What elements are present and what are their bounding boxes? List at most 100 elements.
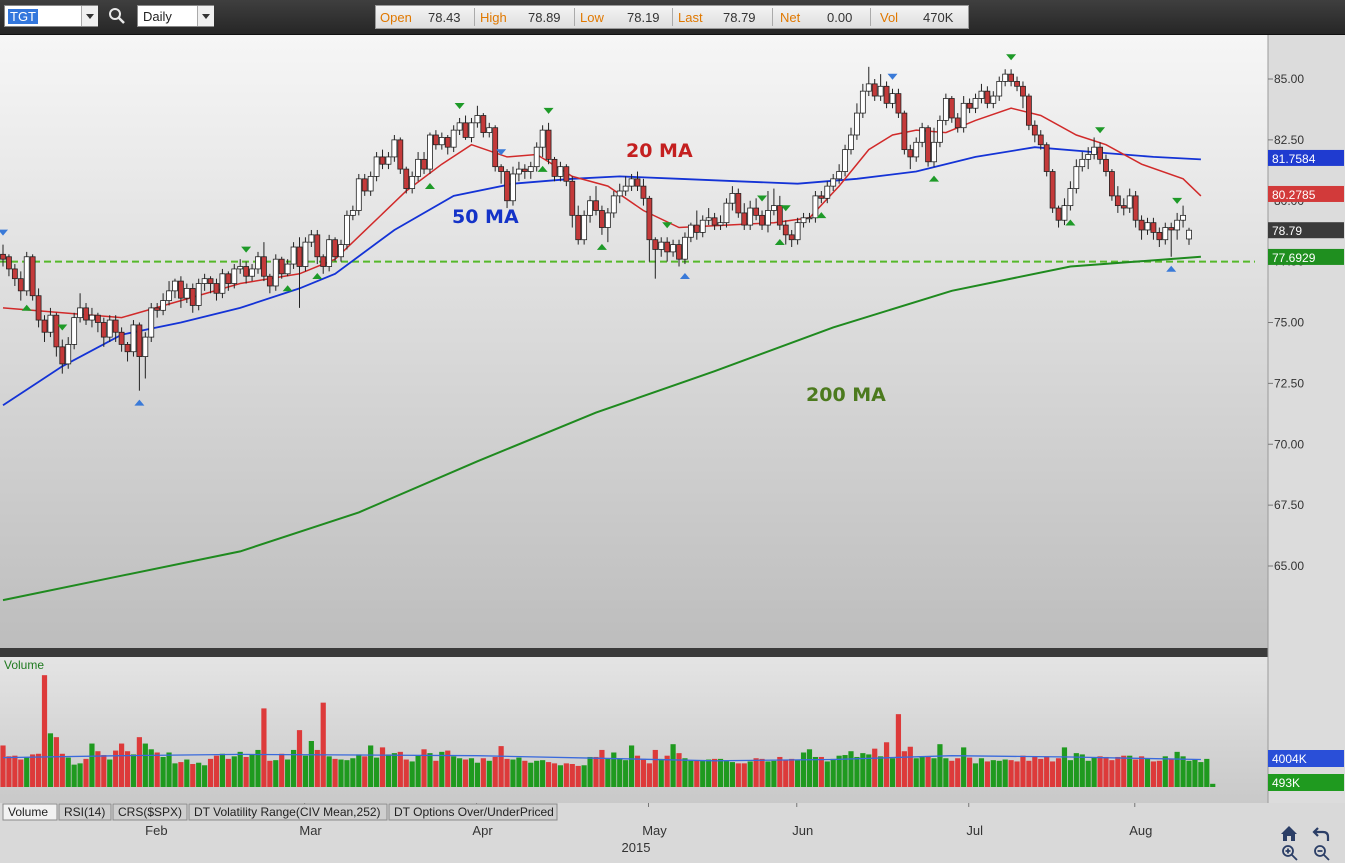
zoom-in-icon[interactable] — [1282, 845, 1298, 861]
zoom-in-icon-plus[interactable] — [1285, 848, 1298, 861]
volume-bar — [83, 758, 89, 787]
candle-up — [705, 217, 712, 221]
candle-down — [261, 256, 267, 277]
volume-bar — [160, 756, 166, 787]
indicator-tab[interactable]: Volume — [2, 803, 58, 821]
candle-down — [498, 166, 505, 172]
volume-bar — [362, 756, 368, 787]
volume-bar — [658, 758, 664, 787]
price-badge — [1268, 185, 1344, 202]
volume-bar — [1008, 760, 1014, 787]
volume-bar — [919, 756, 925, 787]
swing-high-marker — [57, 324, 68, 331]
price-tick-label: 85.00 — [1274, 72, 1304, 86]
home-icon-shape[interactable] — [1281, 826, 1297, 841]
candle-down — [759, 214, 765, 226]
candle-up — [1126, 195, 1133, 209]
candle-up — [148, 307, 155, 338]
price-badge-label: 80.2785 — [1272, 188, 1316, 202]
candle-up — [231, 268, 238, 284]
volume-bar — [101, 755, 107, 787]
candle-up — [699, 219, 706, 233]
candle-up — [89, 314, 95, 321]
volume-bar — [486, 760, 492, 787]
candle-up — [913, 141, 920, 158]
quote-vol-value: 470K — [923, 10, 954, 25]
volume-bar — [249, 754, 255, 787]
candle-down — [883, 85, 890, 104]
candle-up — [889, 93, 896, 104]
period-dropdown-arrow[interactable] — [197, 6, 214, 26]
volume-bar — [433, 760, 439, 787]
volume-bar — [996, 760, 1002, 787]
period-select[interactable]: Daily — [137, 5, 214, 27]
candle-down — [296, 246, 303, 267]
candle-up — [972, 98, 979, 109]
candle-down — [569, 180, 576, 216]
search-icon[interactable] — [108, 7, 126, 25]
candle-up — [468, 122, 475, 138]
indicator-tab-label: DT Volatility Range(CIV Mean,252) — [194, 805, 381, 819]
volume-bar — [279, 753, 285, 787]
indicator-tab-bg[interactable] — [2, 803, 58, 821]
indicator-tab[interactable]: RSI(14) — [58, 803, 112, 821]
swing-low-marker — [21, 304, 32, 311]
zoom-out-icon-lens[interactable] — [1314, 845, 1326, 857]
volume-bar — [368, 745, 374, 787]
candle-down — [124, 344, 131, 353]
volume-bar — [1073, 753, 1079, 787]
indicator-tab[interactable]: DT Options Over/UnderPriced — [388, 803, 558, 821]
indicator-tab-bg[interactable] — [388, 803, 558, 821]
volume-badge — [1268, 774, 1344, 791]
swing-low-marker — [1065, 219, 1076, 226]
volume-bar — [0, 745, 6, 787]
volume-bar — [1067, 760, 1073, 787]
candle-down — [1008, 73, 1014, 82]
volume-bar — [1133, 759, 1139, 787]
volume-bar — [166, 752, 172, 787]
volume-bar — [747, 761, 753, 787]
symbol-input[interactable]: TGT — [4, 5, 98, 27]
volume-bar — [1044, 756, 1050, 787]
swing-low-marker — [679, 273, 690, 280]
candle-down — [693, 224, 700, 233]
time-year-label: 2015 — [622, 840, 651, 855]
indicator-tab-bg[interactable] — [188, 803, 388, 821]
indicator-tab[interactable]: DT Volatility Range(CIV Mean,252) — [188, 803, 388, 821]
candle-up — [160, 300, 167, 311]
price-badge — [1268, 222, 1344, 239]
volume-bar — [688, 760, 694, 787]
candle-down — [818, 195, 825, 199]
zoom-in-icon-lens[interactable] — [1282, 845, 1294, 857]
time-tick-label: Mar — [299, 823, 322, 838]
volume-bar — [1204, 758, 1210, 787]
volume-bar — [427, 753, 433, 787]
indicator-tab-bg[interactable] — [112, 803, 188, 821]
candle-down — [1014, 81, 1020, 87]
home-icon[interactable] — [1281, 826, 1297, 841]
back-icon-shape[interactable] — [1312, 827, 1330, 841]
zoom-out-icon-minus[interactable] — [1317, 850, 1330, 861]
candle-down — [954, 117, 961, 129]
pane-splitter[interactable] — [0, 648, 1345, 657]
candle-up — [812, 195, 819, 219]
volume-bar — [800, 752, 807, 787]
volume-bar — [949, 760, 955, 787]
indicator-tab[interactable]: CRS($SPX) — [112, 803, 188, 821]
volume-bar — [231, 756, 237, 787]
candle-up — [290, 246, 297, 265]
volume-bar — [1097, 756, 1103, 787]
swing-high-marker — [780, 205, 791, 212]
zoom-out-icon[interactable] — [1314, 845, 1330, 861]
volume-bar — [403, 759, 409, 787]
indicator-tab-bg[interactable] — [58, 803, 112, 821]
candle-down — [100, 322, 107, 338]
quote-divider — [772, 8, 773, 26]
volume-bar — [676, 753, 682, 787]
symbol-dropdown-arrow[interactable] — [81, 6, 98, 26]
time-tick-label: Jul — [966, 823, 983, 838]
volume-bar — [190, 763, 196, 787]
candle-up — [1079, 158, 1086, 168]
back-icon[interactable] — [1312, 827, 1330, 841]
